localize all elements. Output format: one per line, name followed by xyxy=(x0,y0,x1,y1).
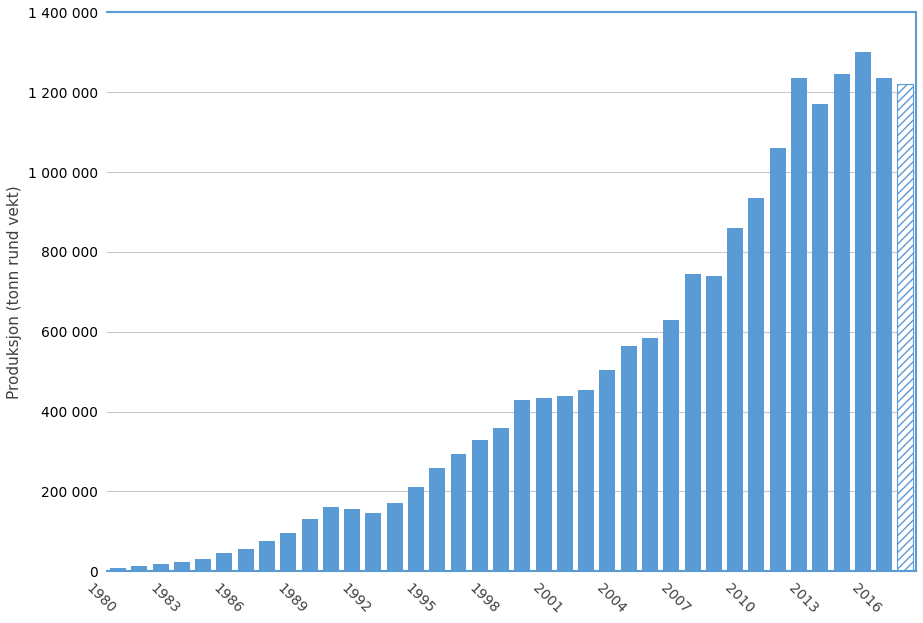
Bar xyxy=(131,566,148,571)
Bar xyxy=(578,390,594,571)
Bar xyxy=(387,503,402,571)
Bar xyxy=(812,104,828,571)
Bar xyxy=(514,400,531,571)
Bar xyxy=(174,562,190,571)
Bar xyxy=(238,549,254,571)
Bar xyxy=(216,553,233,571)
Bar xyxy=(876,78,893,571)
Bar xyxy=(770,148,785,571)
Bar xyxy=(664,320,679,571)
Bar xyxy=(429,467,445,571)
Bar xyxy=(706,276,722,571)
Bar xyxy=(344,510,360,571)
Bar xyxy=(110,568,126,571)
Bar xyxy=(323,508,339,571)
Bar xyxy=(642,338,658,571)
Bar xyxy=(493,427,509,571)
Bar xyxy=(897,84,914,571)
Bar xyxy=(152,564,169,571)
Bar xyxy=(366,513,381,571)
Bar xyxy=(727,228,743,571)
Bar xyxy=(302,520,318,571)
Bar xyxy=(535,397,552,571)
Bar xyxy=(685,274,701,571)
Bar xyxy=(259,541,275,571)
Bar xyxy=(472,440,487,571)
Bar xyxy=(749,198,764,571)
Bar xyxy=(408,488,424,571)
Bar xyxy=(600,369,616,571)
Bar xyxy=(557,396,573,571)
Bar xyxy=(855,52,870,571)
Bar xyxy=(833,74,849,571)
Bar xyxy=(195,559,211,571)
Bar xyxy=(281,533,296,571)
Y-axis label: Produksjon (tonn rund vekt): Produksjon (tonn rund vekt) xyxy=(7,185,22,399)
Bar xyxy=(450,454,466,571)
Bar xyxy=(791,78,807,571)
Bar xyxy=(621,346,637,571)
